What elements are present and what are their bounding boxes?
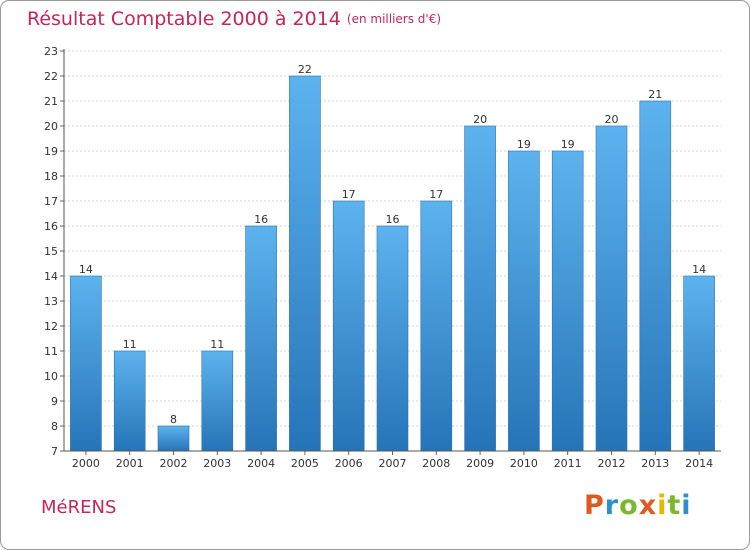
chart-title: Résultat Comptable 2000 à 2014 (en millie… <box>27 8 441 30</box>
chart-subtitle: (en milliers d'€) <box>346 12 442 26</box>
y-tick-label-18: 18 <box>44 170 58 183</box>
logo-letter: P <box>584 490 605 521</box>
y-tick-label-8: 8 <box>51 420 58 433</box>
city-label: MéRENS <box>41 497 117 518</box>
axes <box>63 49 721 452</box>
data-labels: 14 11 8 11 16 22 17 16 17 20 19 19 20 21 14 <box>79 63 706 426</box>
logo-letter: i <box>681 490 692 521</box>
y-tick-label-17: 17 <box>44 195 58 208</box>
x-tick-label-2011: 2011 <box>554 457 582 470</box>
data-label-2014: 14 <box>692 263 706 276</box>
bar-2007 <box>376 225 409 452</box>
x-tick-label-2014: 2014 <box>685 457 713 470</box>
data-label-2007: 16 <box>386 213 400 226</box>
bar-2002 <box>157 425 190 452</box>
bar-2013 <box>639 100 672 452</box>
x-tick-label-2000: 2000 <box>72 457 100 470</box>
x-tick-label-2005: 2005 <box>291 457 319 470</box>
bar-2001 <box>113 350 146 452</box>
data-label-2006: 17 <box>342 188 356 201</box>
data-label-2009: 20 <box>473 113 487 126</box>
bar-2006 <box>332 200 365 452</box>
data-label-2008: 17 <box>429 188 443 201</box>
bar-2010 <box>508 150 540 452</box>
bar-2008 <box>420 200 453 452</box>
y-axis-ticks: 7 8 9 10 11 12 13 14 15 16 17 18 19 20 21 22 23 <box>44 45 64 458</box>
logo-letter: o <box>619 490 639 521</box>
data-label-2001: 11 <box>123 338 137 351</box>
y-tick-label-19: 19 <box>44 145 58 158</box>
logo-letter: i <box>657 490 668 521</box>
proxiti-logo: Proxiti <box>584 490 692 521</box>
x-tick-label-2008: 2008 <box>422 457 450 470</box>
bar-2004 <box>245 225 277 452</box>
bars <box>70 75 715 452</box>
x-tick-label-2004: 2004 <box>247 457 275 470</box>
bar-2009 <box>464 125 496 452</box>
y-tick-label-9: 9 <box>51 395 58 408</box>
y-tick-label-10: 10 <box>44 370 58 383</box>
bar-2005 <box>289 75 321 452</box>
data-label-2011: 19 <box>561 138 575 151</box>
logo-letter: t <box>667 490 682 521</box>
x-axis-ticks: 2000 2001 2002 2003 2004 2005 2006 2007 2008 2009… <box>72 451 713 470</box>
x-tick-label-2007: 2007 <box>379 457 407 470</box>
chart-title-text: Résultat Comptable 2000 à 2014 <box>27 8 341 30</box>
y-tick-label-13: 13 <box>44 295 58 308</box>
data-label-2005: 22 <box>298 63 312 76</box>
x-tick-label-2002: 2002 <box>160 457 188 470</box>
x-tick-label-2001: 2001 <box>116 457 144 470</box>
y-tick-label-21: 21 <box>44 95 58 108</box>
data-label-2004: 16 <box>254 213 268 226</box>
bar-2011 <box>551 150 584 452</box>
y-tick-label-23: 23 <box>44 45 58 58</box>
x-tick-label-2003: 2003 <box>203 457 231 470</box>
y-tick-label-20: 20 <box>44 120 58 133</box>
x-tick-label-2013: 2013 <box>641 457 669 470</box>
data-label-2002: 8 <box>170 413 177 426</box>
data-label-2000: 14 <box>79 263 93 276</box>
y-tick-label-16: 16 <box>44 220 58 233</box>
bar-2003 <box>201 350 234 452</box>
logo-letter: x <box>638 490 658 521</box>
x-tick-label-2010: 2010 <box>510 457 538 470</box>
y-tick-label-14: 14 <box>44 270 58 283</box>
data-label-2010: 19 <box>517 138 531 151</box>
y-tick-label-22: 22 <box>44 70 58 83</box>
data-label-2012: 20 <box>605 113 619 126</box>
logo-letter: r <box>604 490 620 521</box>
x-tick-label-2012: 2012 <box>598 457 626 470</box>
x-tick-label-2009: 2009 <box>466 457 494 470</box>
bar-2012 <box>595 125 628 452</box>
bar-2000 <box>70 275 102 452</box>
y-tick-label-7: 7 <box>51 445 58 458</box>
data-label-2013: 21 <box>648 88 662 101</box>
y-tick-label-12: 12 <box>44 320 58 333</box>
y-tick-label-11: 11 <box>44 345 58 358</box>
bar-2014 <box>683 275 715 452</box>
data-label-2003: 11 <box>210 338 224 351</box>
x-tick-label-2006: 2006 <box>335 457 363 470</box>
y-tick-label-15: 15 <box>44 245 58 258</box>
